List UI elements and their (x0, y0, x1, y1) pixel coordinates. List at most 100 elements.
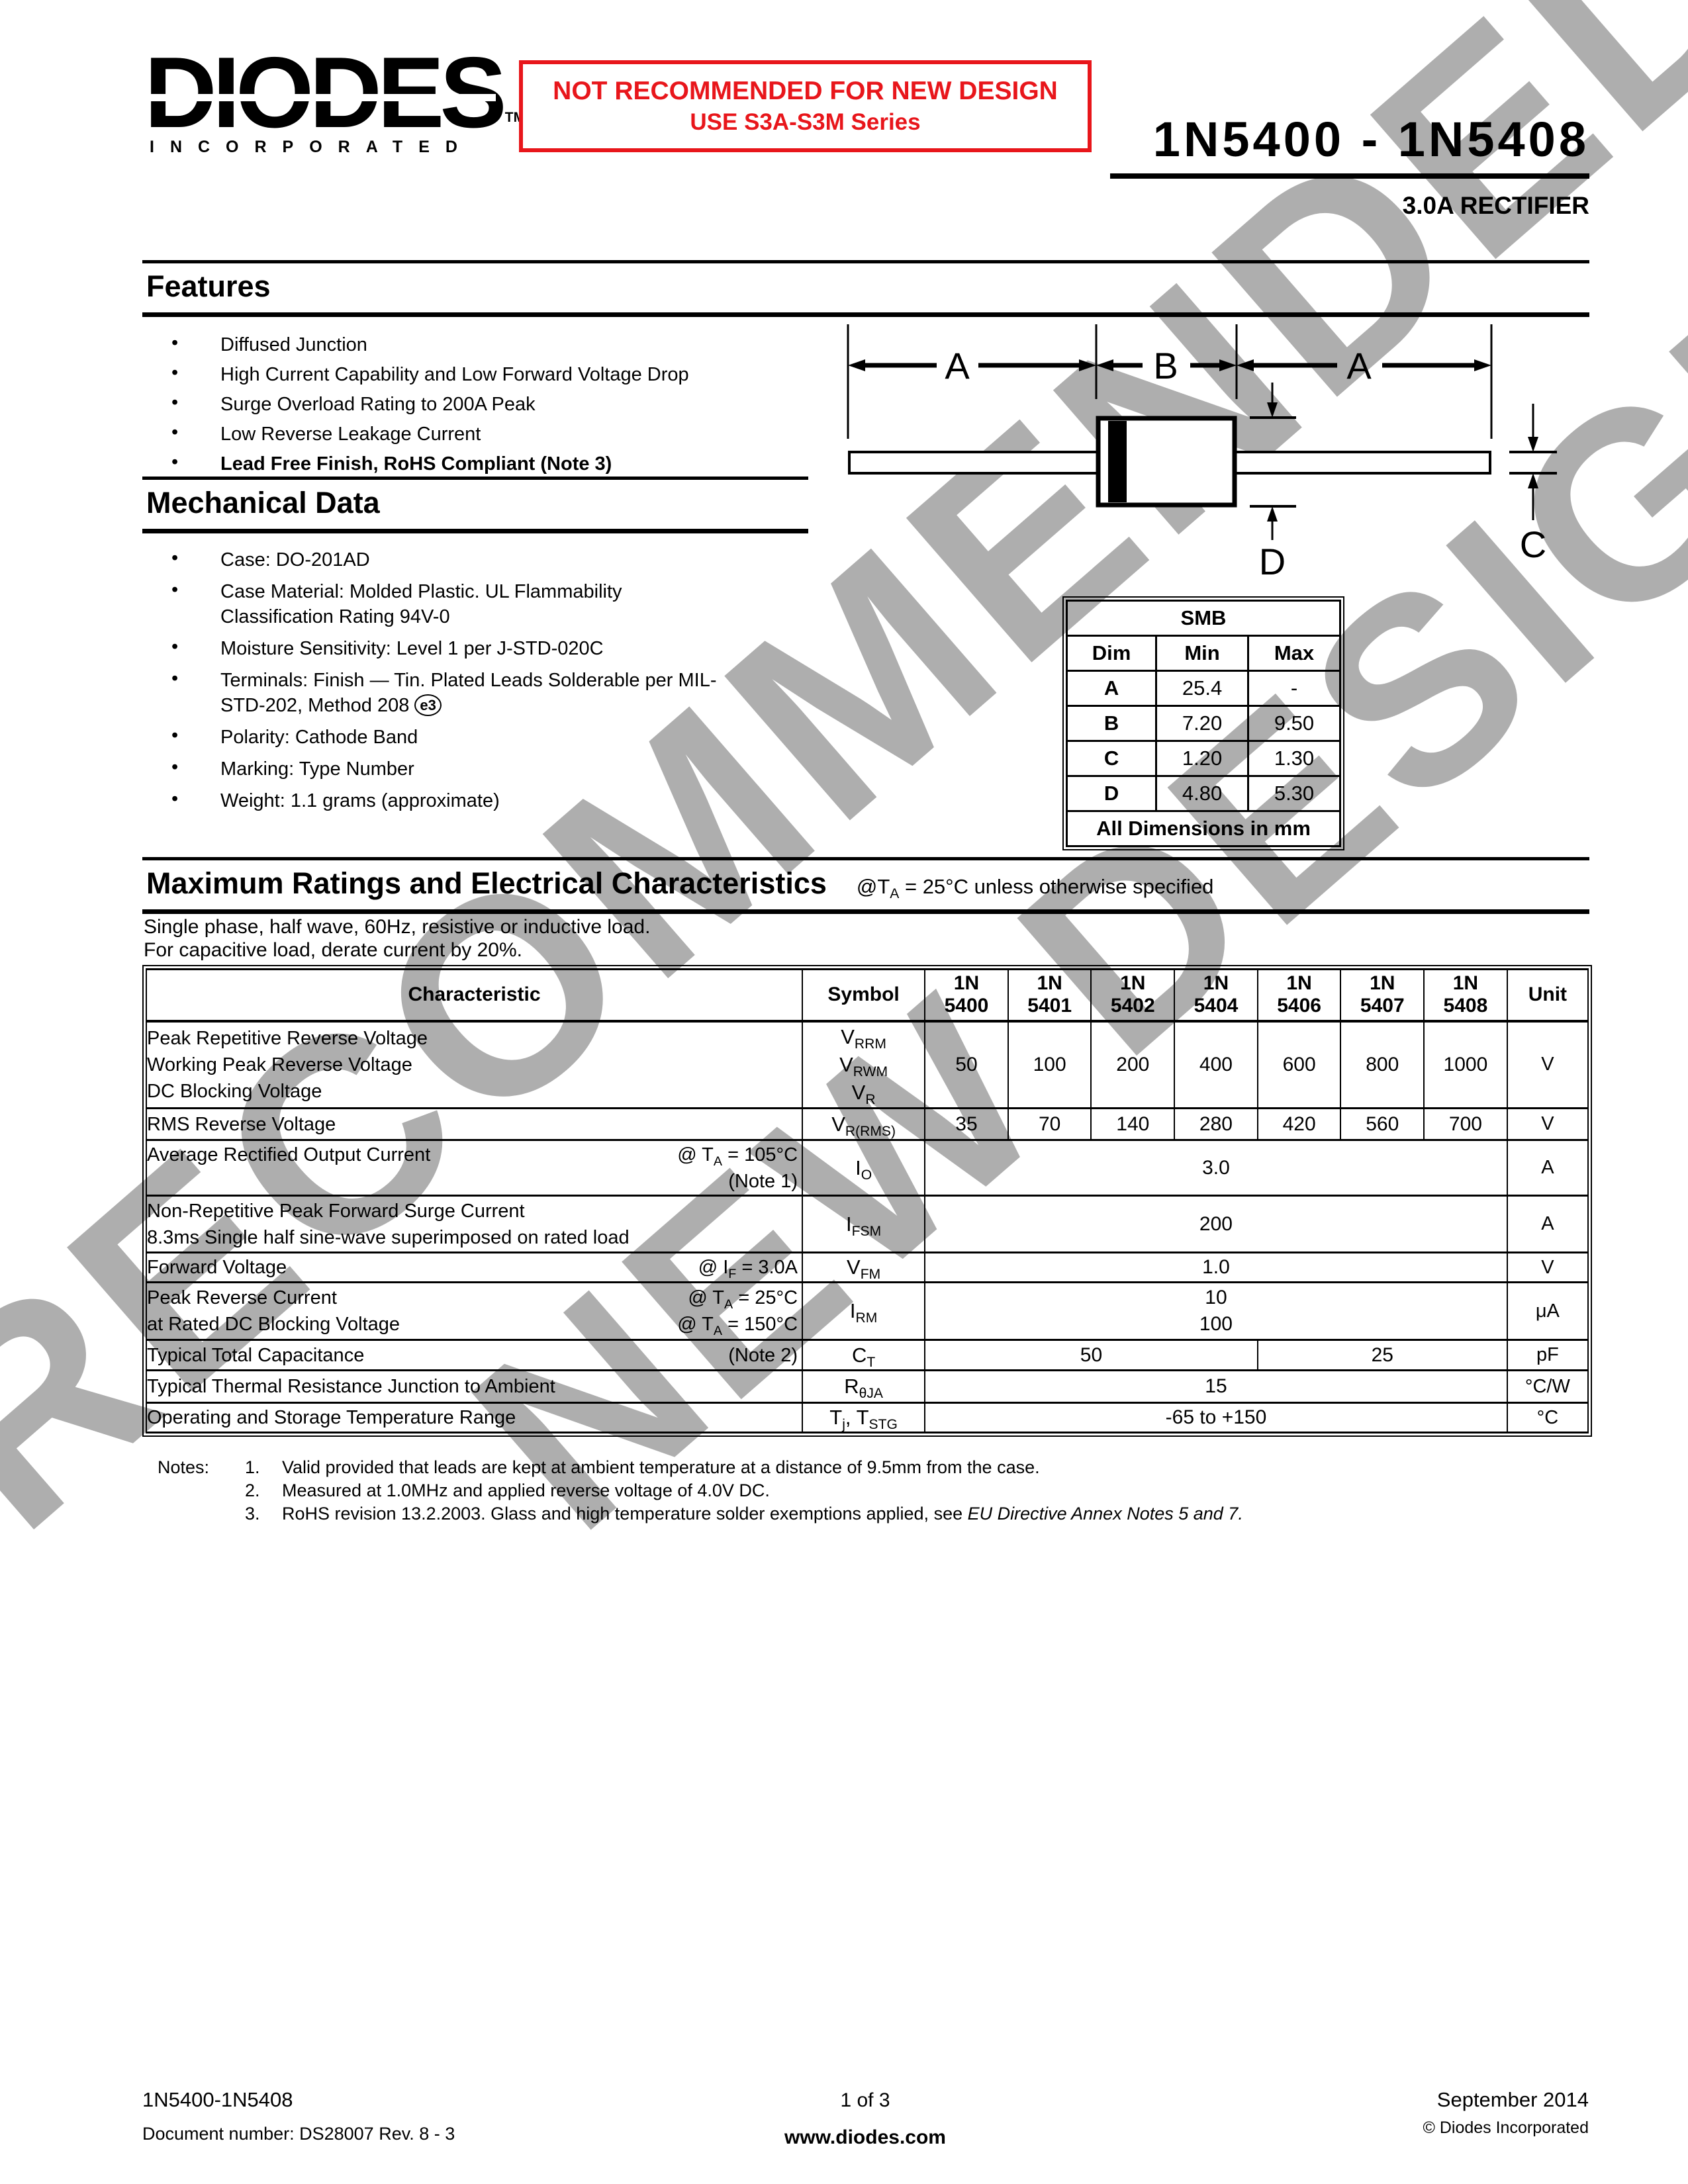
note-row: 3. RoHS revision 13.2.2003. Glass and hig… (158, 1502, 1481, 1525)
characteristic-line: Non-Repetitive Peak Forward Surge Curren… (147, 1200, 525, 1222)
bullet-icon: • (171, 547, 179, 569)
table-row: Operating and Storage Temperature Range T… (145, 1402, 1589, 1433)
ratings-description-line: For capacitive load, derate current by 2… (144, 939, 522, 961)
symbol-cell: VRRM VRWM VR (802, 1020, 926, 1109)
smb-value-cell: 7.20 (1155, 705, 1250, 742)
bullet-icon: • (171, 362, 179, 383)
value-cell: 50 (924, 1020, 1009, 1109)
section-header-mechanical-data: Mechanical Data (142, 477, 808, 533)
bullet-text: Weight: 1.1 grams (approximate) (220, 788, 500, 813)
symbol-cell: Tj, TSTG (802, 1402, 926, 1433)
value-cell-split: 25 (1256, 1339, 1508, 1371)
col-header-part: 1N 5404 (1174, 968, 1258, 1023)
smb-dimensions-table-wrapper: SMB Dim Min Max A 25.4- B 7.20 9.50 C 1.20 1.30 D 4.8… (1062, 596, 1344, 850)
bullet-text: Diffused Junction (220, 332, 367, 357)
note-row: 2. Measured at 1.0MHz and applied reverse… (158, 1479, 1481, 1502)
characteristic-cell: Non-Repetitive Peak Forward Surge Curren… (145, 1195, 804, 1253)
footer-copyright: © Diodes Incorporated (1423, 2118, 1589, 2137)
smb-value-cell: 5.30 (1247, 775, 1341, 812)
notes-label (158, 1479, 245, 1502)
table-row: Characteristic Symbol 1N 5400 1N 5401 1N 5402 1N… (145, 968, 1589, 1023)
bullet-text: Lead Free Finish, RoHS Compliant (Note 3… (220, 451, 612, 477)
ratings-body: Peak Repetitive Reverse Voltage Working P… (145, 1020, 1589, 1433)
footer-website-link[interactable]: www.diodes.com (784, 2126, 946, 2148)
arrowhead-icon (1096, 359, 1113, 371)
value-cell-span: 200 (924, 1195, 1508, 1253)
unit-cell: A (1506, 1195, 1589, 1253)
bullet-item: • Marking: Type Number (162, 756, 798, 782)
title-underline (1110, 173, 1589, 179)
smb-title: SMB (1066, 600, 1341, 637)
characteristic-line: Typical Total Capacitance (Note 2) (147, 1344, 798, 1366)
characteristic-line: Average Rectified Output Current @ TA = 1… (147, 1144, 798, 1169)
e3-rohs-icon: e3 (414, 694, 442, 716)
arrowhead-icon (1528, 437, 1538, 452)
unit-cell: °C (1506, 1402, 1589, 1433)
bullet-text: Marking: Type Number (220, 756, 414, 782)
warning-line1: NOT RECOMMENDED FOR NEW DESIGN (553, 77, 1058, 105)
ratings-table: Characteristic Symbol 1N 5400 1N 5401 1N 5402 1N… (145, 968, 1589, 1433)
notes-label (158, 1502, 245, 1525)
symbol-cell: VFM (802, 1251, 926, 1283)
unit-cell: μA (1506, 1281, 1589, 1341)
value-cell-split: 50 (924, 1339, 1258, 1371)
characteristic-line: Typical Thermal Resistance Junction to A… (147, 1376, 555, 1397)
bullet-text: Moisture Sensitivity: Level 1 per J-STD-… (220, 636, 604, 661)
characteristic-line: Peak Reverse Current @ TA = 25°C (147, 1287, 798, 1312)
value-cell: 1000 (1423, 1020, 1508, 1109)
bullet-line: STD-202, Method 208 e3 (220, 693, 717, 718)
characteristic-line: Operating and Storage Temperature Range (147, 1407, 516, 1428)
col-header-part: 1N 5408 (1423, 968, 1508, 1023)
value-cell: 35 (924, 1107, 1009, 1141)
col-header-part: 1N 5407 (1340, 968, 1425, 1023)
bullet-item: • Case Material: Molded Plastic. UL Flamm… (162, 579, 798, 629)
symbol-cell: IO (802, 1139, 926, 1197)
table-row: C 1.20 1.30 (1065, 740, 1341, 777)
arrowhead-icon (1267, 402, 1278, 418)
characteristic-line: (Note 1) (728, 1170, 798, 1192)
arrowhead-icon (1474, 359, 1491, 371)
col-header-unit: Unit (1506, 968, 1589, 1023)
table-row: Average Rectified Output Current @ TA = 1… (145, 1139, 1589, 1197)
bullet-item: • Polarity: Cathode Band (162, 725, 798, 750)
unit-cell: A (1506, 1139, 1589, 1197)
bullet-line: Terminals: Finish — Tin. Plated Leads So… (220, 670, 717, 691)
unit-cell: V (1506, 1251, 1589, 1283)
characteristic-line: 8.3ms Single half sine-wave superimposed… (147, 1226, 630, 1248)
bullet-icon: • (171, 636, 179, 657)
bullet-text: High Current Capability and Low Forward … (220, 362, 689, 387)
note-text: Valid provided that leads are kept at am… (282, 1457, 1040, 1477)
symbol-cell: VR(RMS) (802, 1107, 926, 1141)
symbol-cell: RθJA (802, 1369, 926, 1404)
smb-value-cell: 1.30 (1247, 740, 1341, 777)
dim-label-a-left: A (945, 345, 970, 387)
characteristic-cell: Peak Reverse Current @ TA = 25°C at Rated … (145, 1281, 804, 1341)
characteristic-line: DC Blocking Voltage (147, 1080, 322, 1102)
bullet-icon: • (171, 668, 179, 689)
bullet-line: Moisture Sensitivity: Level 1 per J-STD-… (220, 638, 604, 659)
characteristic-line: Forward Voltage @ IF = 3.0A (147, 1257, 798, 1281)
table-row: RMS Reverse Voltage VR(RMS) 35 70 140 280 420 5… (145, 1107, 1589, 1141)
symbol-cell: IFSM (802, 1195, 926, 1253)
table-row: B 7.20 9.50 (1065, 705, 1341, 742)
bullet-text: Low Reverse Leakage Current (220, 422, 481, 447)
characteristic-cell: Average Rectified Output Current @ TA = 1… (145, 1139, 804, 1197)
bullet-item: • Lead Free Finish, RoHS Compliant (Note … (162, 451, 798, 477)
bullet-line: High Current Capability and Low Forward … (220, 364, 689, 385)
package-outline-diagram: A B A D (847, 324, 1557, 582)
bullet-line: Low Reverse Leakage Current (220, 424, 481, 445)
smb-col-header: Min (1155, 635, 1250, 672)
col-header-part: 1N 5402 (1090, 968, 1176, 1023)
note-text: Measured at 1.0MHz and applied reverse v… (282, 1480, 770, 1500)
smb-col-header: Max (1247, 635, 1341, 672)
dim-label-a-right: A (1346, 345, 1372, 387)
smb-value-cell: 9.50 (1247, 705, 1341, 742)
characteristic-cell: RMS Reverse Voltage (145, 1107, 804, 1141)
dim-label-c: C (1520, 523, 1546, 565)
maximum-ratings-title: Maximum Ratings and Electrical Character… (146, 866, 827, 900)
bullet-line: Classification Rating 94V-0 (220, 606, 450, 627)
value-cell: 800 (1340, 1020, 1425, 1109)
notes-block: Notes: 1. Valid provided that leads are ke… (158, 1456, 1481, 1525)
smb-value-cell: 25.4 (1155, 670, 1250, 707)
col-header-part: 1N 5400 (924, 968, 1009, 1023)
